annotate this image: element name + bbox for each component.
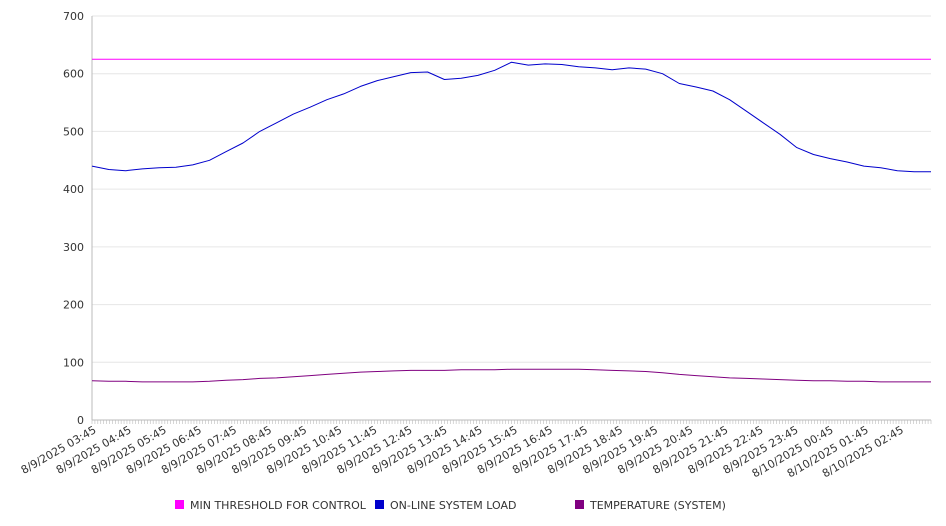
- legend-swatch: [175, 500, 184, 509]
- y-tick-label: 700: [63, 10, 84, 23]
- series-lines: [91, 58, 931, 383]
- legend-swatch: [375, 500, 384, 509]
- y-tick-label: 100: [63, 356, 84, 369]
- legend-label: ON-LINE SYSTEM LOAD: [390, 499, 516, 512]
- axes: [91, 16, 932, 424]
- legend: MIN THRESHOLD FOR CONTROL ON-LINE SYSTEM …: [175, 499, 726, 512]
- y-tick-label: 600: [63, 68, 84, 81]
- legend-label: TEMPERATURE (SYSTEM): [589, 499, 726, 512]
- y-tick-label: 400: [63, 183, 84, 196]
- y-axis-tick-labels: 0 100 200 300 400 500 600 700: [63, 10, 84, 427]
- y-tick-label: 500: [63, 125, 84, 138]
- series-line-2: [91, 368, 931, 383]
- series-line-1: [91, 61, 931, 173]
- y-tick-label: 200: [63, 299, 84, 312]
- x-axis-tick-labels: 8/9/2025 03:458/9/2025 04:458/9/2025 05:…: [19, 423, 906, 480]
- grid-lines: [92, 15, 931, 363]
- legend-label: MIN THRESHOLD FOR CONTROL: [190, 499, 367, 512]
- legend-swatch: [575, 500, 584, 509]
- y-tick-label: 300: [63, 241, 84, 254]
- y-tick-label: 0: [77, 414, 84, 427]
